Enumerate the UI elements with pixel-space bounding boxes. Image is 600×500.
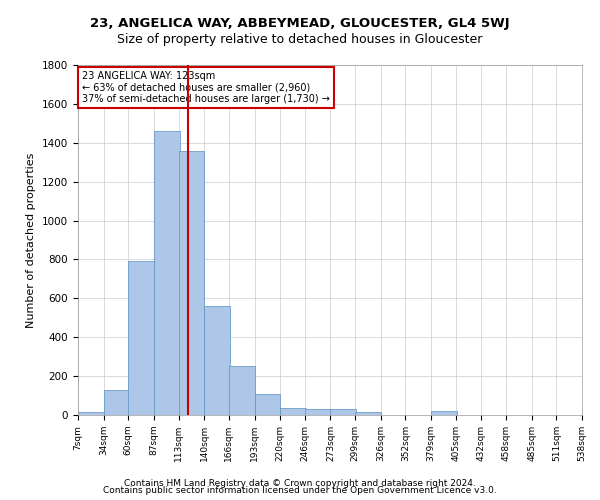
Bar: [355, 412, 381, 415]
Text: Size of property relative to detached houses in Gloucester: Size of property relative to detached ho…: [118, 32, 482, 46]
Text: 23, ANGELICA WAY, ABBEYMEAD, GLOUCESTER, GL4 5WJ: 23, ANGELICA WAY, ABBEYMEAD, GLOUCESTER,…: [90, 18, 510, 30]
Bar: [154, 131, 179, 415]
Text: Contains HM Land Registry data © Crown copyright and database right 2024.: Contains HM Land Registry data © Crown c…: [124, 478, 476, 488]
Text: Contains public sector information licensed under the Open Government Licence v3: Contains public sector information licen…: [103, 486, 497, 495]
Bar: [431, 411, 457, 415]
Y-axis label: Number of detached properties: Number of detached properties: [26, 152, 37, 328]
Bar: [331, 409, 356, 415]
Bar: [128, 262, 154, 415]
Bar: [204, 306, 230, 415]
Bar: [254, 394, 280, 415]
Bar: [305, 409, 331, 415]
Text: 23 ANGELICA WAY: 123sqm
← 63% of detached houses are smaller (2,960)
37% of semi: 23 ANGELICA WAY: 123sqm ← 63% of detache…: [82, 71, 329, 104]
Bar: [280, 408, 306, 415]
Bar: [104, 390, 129, 415]
Bar: [78, 412, 104, 415]
Bar: [229, 366, 254, 415]
Bar: [179, 150, 204, 415]
